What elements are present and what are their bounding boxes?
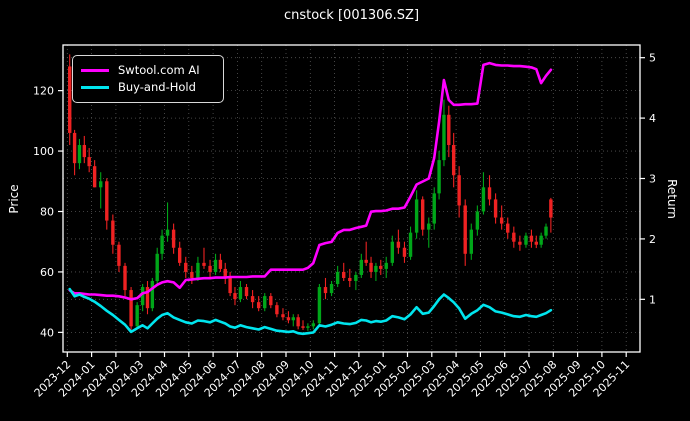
gridlines	[63, 45, 640, 352]
axes-spines	[62, 44, 641, 353]
price-tick-label: 100	[33, 145, 54, 158]
legend-label-bh: Buy-and-Hold	[118, 80, 196, 94]
return-tick-label: 3	[649, 173, 656, 186]
legend-item-ai: Swtool.com AI	[81, 62, 215, 79]
legend-label-ai: Swtool.com AI	[118, 63, 200, 77]
return-tick-label: 5	[649, 52, 656, 65]
return-axis-label: Return	[665, 179, 679, 219]
chart-title: cnstock [001306.SZ]	[283, 8, 420, 23]
ai-line-swatch	[81, 69, 109, 72]
axis-ticks-and-labels: 2023-122024-012024-022024-032024-042024-…	[32, 52, 656, 400]
price-tick-label: 80	[40, 205, 54, 218]
price-tick-label: 40	[40, 326, 54, 339]
candlestick-series	[68, 54, 553, 331]
price-axis-label: Price	[7, 184, 21, 214]
price-tick-label: 120	[33, 85, 54, 98]
buy-and-hold-line	[68, 287, 553, 336]
return-tick-label: 1	[649, 293, 656, 306]
return-tick-label: 2	[649, 233, 656, 246]
price-tick-label: 60	[40, 266, 54, 279]
ai-return-line	[68, 61, 553, 301]
return-tick-label: 4	[649, 112, 656, 125]
legend: Swtool.com AI Buy-and-Hold	[72, 55, 224, 103]
legend-item-bh: Buy-and-Hold	[81, 79, 215, 96]
bh-line-swatch	[81, 86, 109, 89]
